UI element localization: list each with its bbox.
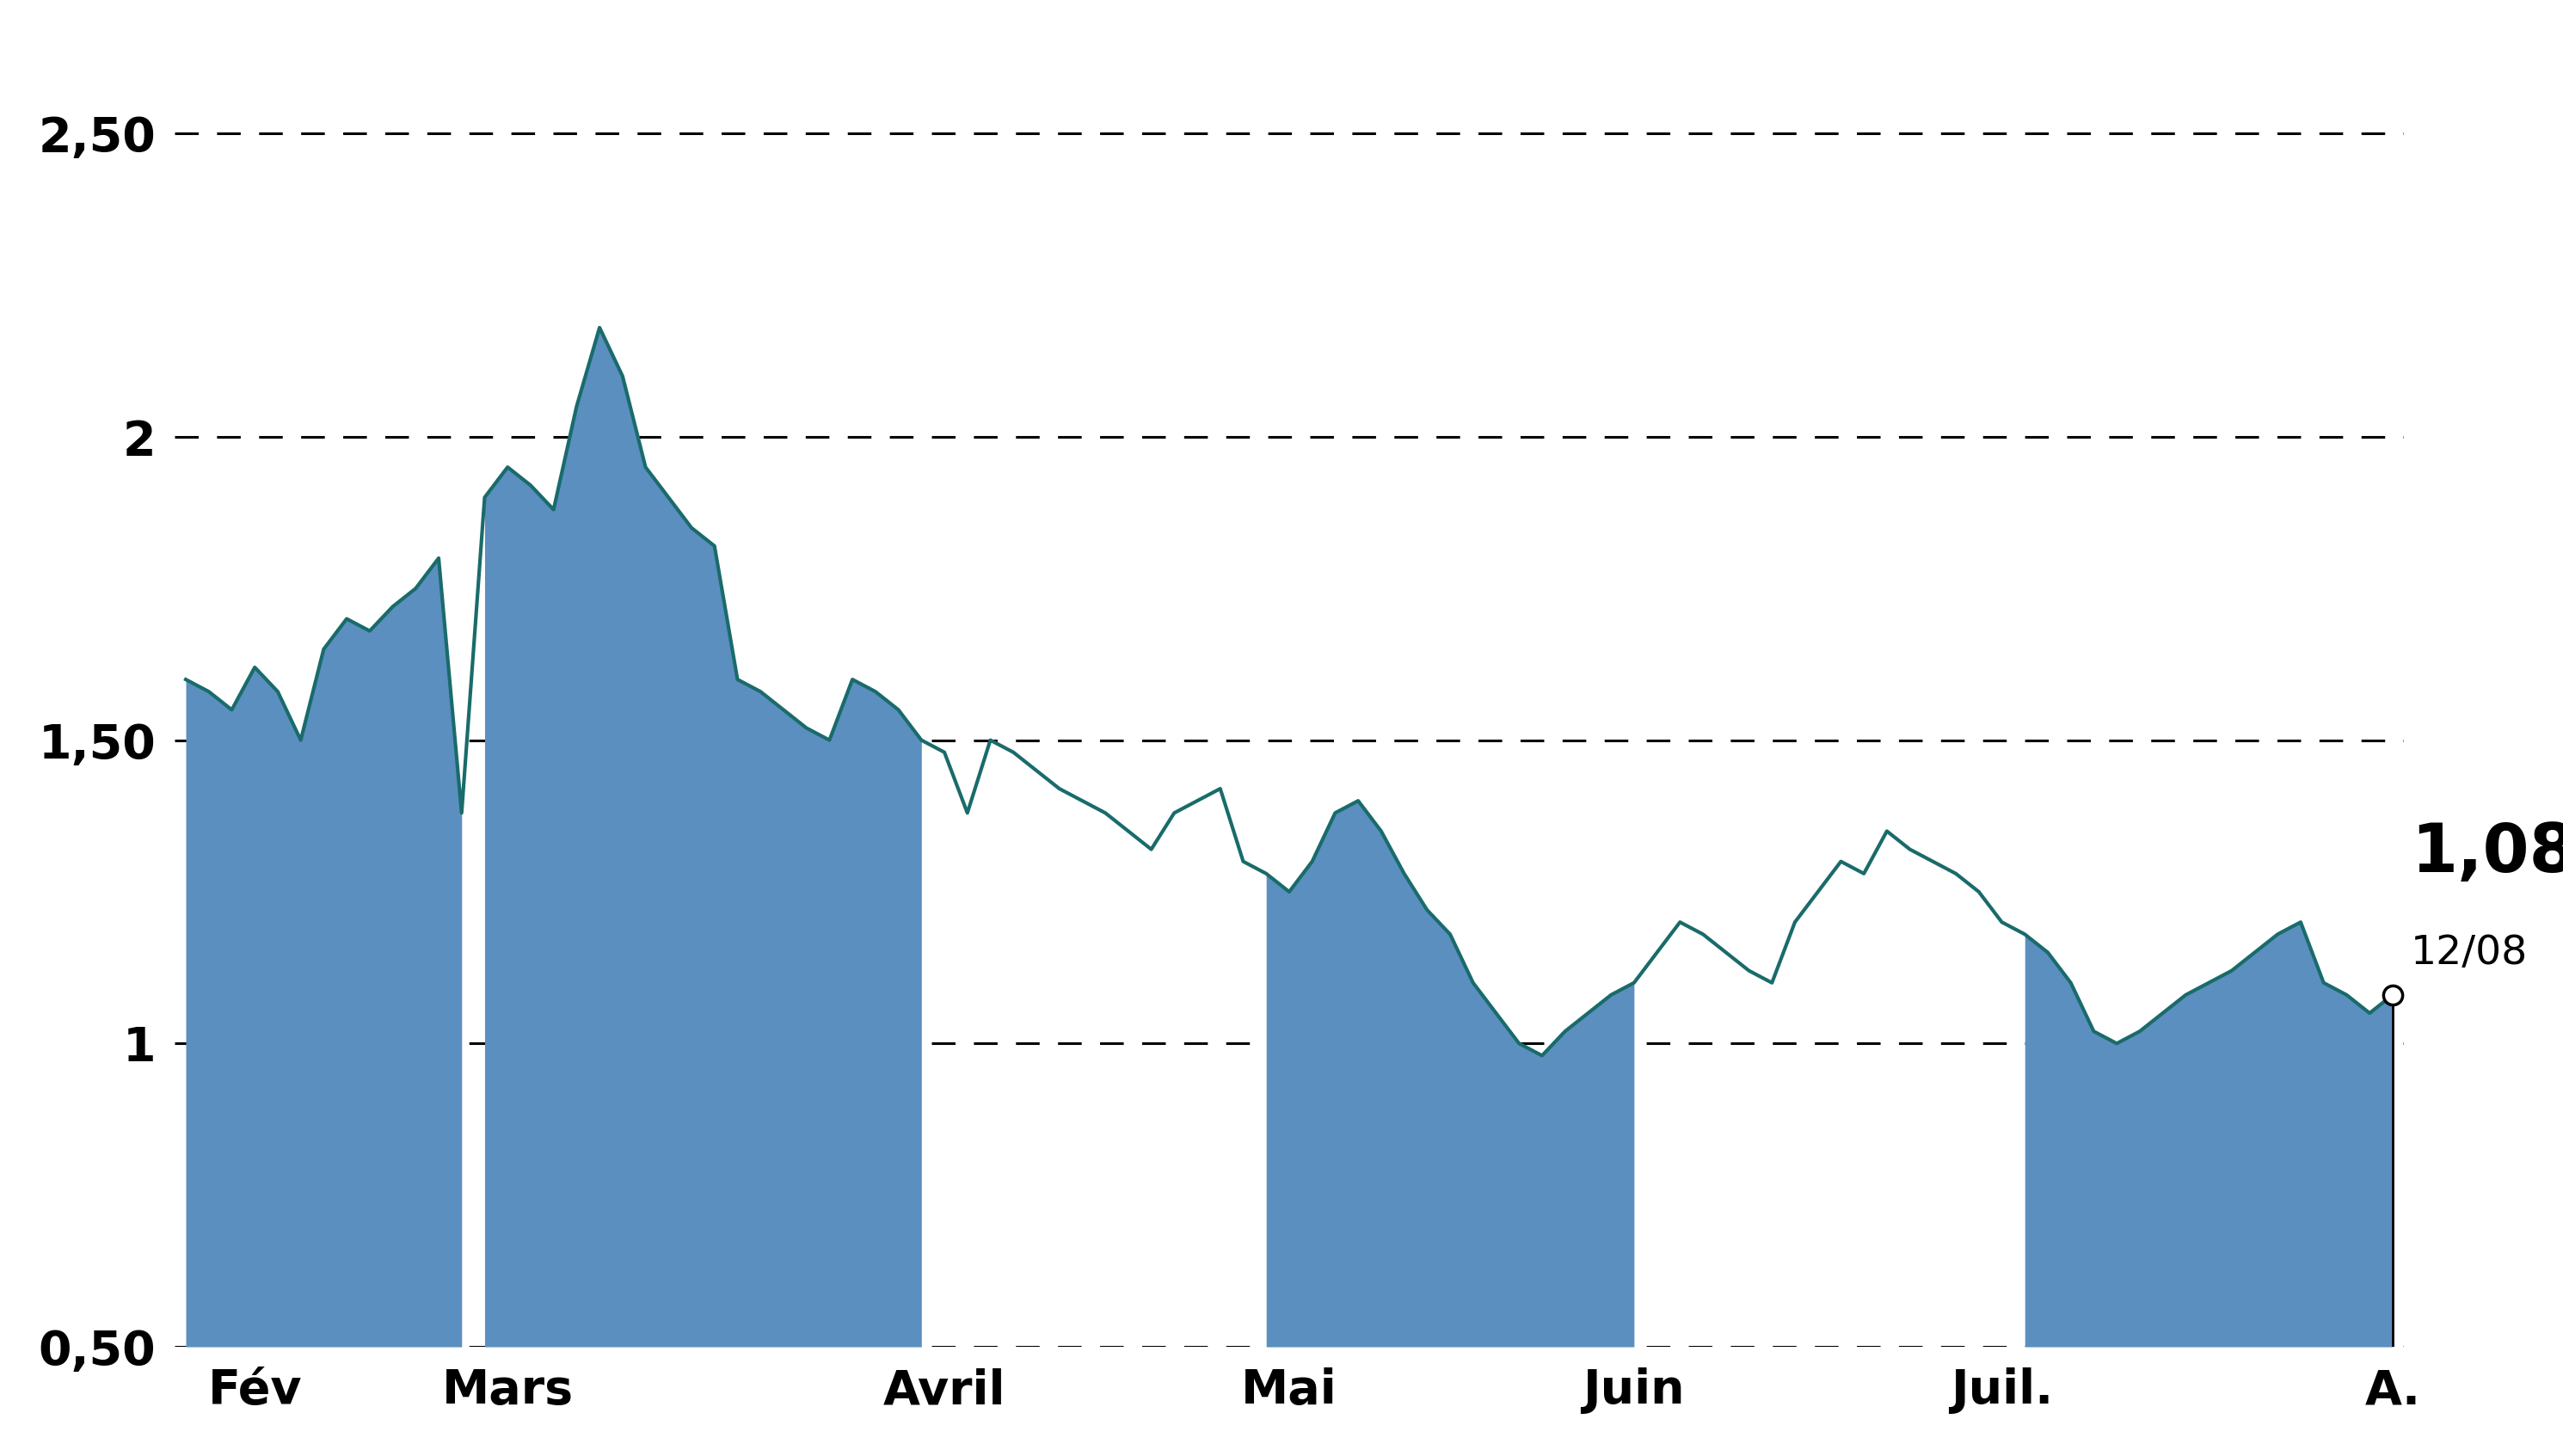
Text: 12/08: 12/08 (2412, 935, 2527, 973)
Text: 1,08: 1,08 (2412, 820, 2563, 885)
Text: Engine Gaming and Media, Inc.: Engine Gaming and Media, Inc. (507, 23, 2056, 111)
